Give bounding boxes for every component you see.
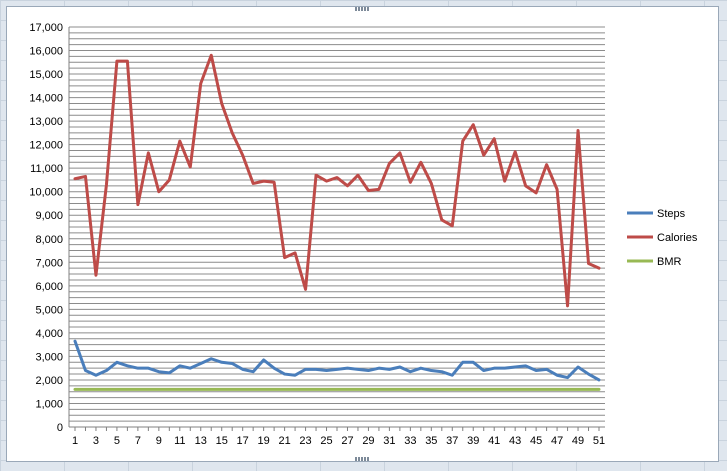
chart-frame[interactable]: 0 1,000 2,000 3,000 4,000 5,000 6,000 7,000 8,00… xyxy=(6,6,719,462)
series-line-calories xyxy=(73,53,601,308)
y-tick-label: 10,000 xyxy=(29,187,63,199)
y-tick-label: 7,000 xyxy=(35,257,63,269)
x-tick-label: 35 xyxy=(425,435,437,447)
x-tick-label: 7 xyxy=(135,435,141,447)
x-tick-label: 29 xyxy=(362,435,374,447)
x-tick-label: 13 xyxy=(195,435,207,447)
x-tick-label: 37 xyxy=(446,435,458,447)
x-tick-label: 19 xyxy=(258,435,270,447)
y-tick-label: 4,000 xyxy=(35,328,63,340)
y-tick-label: 15,000 xyxy=(29,69,63,81)
x-tick-label: 9 xyxy=(156,435,162,447)
x-tick-label: 31 xyxy=(383,435,395,447)
x-tick-label: 43 xyxy=(509,435,521,447)
legend: Steps Calories BMR xyxy=(627,208,698,268)
y-tick-label: 1,000 xyxy=(35,398,63,410)
legend-label-steps: Steps xyxy=(657,208,686,220)
resize-handle-bottom[interactable] xyxy=(355,457,369,461)
y-tick-label: 9,000 xyxy=(35,210,63,222)
line-chart: 0 1,000 2,000 3,000 4,000 5,000 6,000 7,000 8,00… xyxy=(29,22,698,447)
x-tick-label: 21 xyxy=(278,435,290,447)
x-tick-label: 49 xyxy=(572,435,584,447)
series-line-steps xyxy=(73,339,601,382)
y-tick-labels: 0 1,000 2,000 3,000 4,000 5,000 6,000 7,000 8,00… xyxy=(29,22,63,434)
x-tick-label: 1 xyxy=(72,435,78,447)
y-tick-label: 17,000 xyxy=(29,22,63,34)
y-tick-label: 3,000 xyxy=(35,351,63,363)
resize-handle-top[interactable] xyxy=(355,7,369,11)
x-tick-labels: 1 3 5 7 9 11 13 15 17 19 21 23 25 27 29 31 33 35 37 39 41 43 4… xyxy=(72,427,605,447)
series-lines xyxy=(73,53,601,391)
x-tick-label: 27 xyxy=(341,435,353,447)
x-tick-label: 33 xyxy=(404,435,416,447)
legend-label-calories: Calories xyxy=(657,232,698,244)
x-tick-label: 47 xyxy=(551,435,563,447)
x-tick-label: 17 xyxy=(237,435,249,447)
x-tick-label: 3 xyxy=(93,435,99,447)
x-tick-label: 23 xyxy=(299,435,311,447)
y-tick-label: 13,000 xyxy=(29,116,63,128)
x-tick-label: 25 xyxy=(320,435,332,447)
x-tick-label: 11 xyxy=(174,435,185,447)
y-tick-label: 0 xyxy=(57,422,63,434)
y-tick-label: 14,000 xyxy=(29,93,63,105)
y-tick-label: 5,000 xyxy=(35,304,63,316)
x-tick-label: 41 xyxy=(488,435,500,447)
y-tick-label: 16,000 xyxy=(29,46,63,58)
y-tick-label: 6,000 xyxy=(35,281,63,293)
x-tick-label: 45 xyxy=(530,435,542,447)
x-tick-label: 51 xyxy=(593,435,605,447)
x-tick-label: 15 xyxy=(216,435,228,447)
y-tick-label: 8,000 xyxy=(35,234,63,246)
x-tick-label: 39 xyxy=(467,435,479,447)
legend-label-bmr: BMR xyxy=(657,256,682,268)
y-tick-label: 12,000 xyxy=(29,140,63,152)
x-tick-label: 5 xyxy=(114,435,120,447)
y-tick-label: 2,000 xyxy=(35,375,63,387)
y-tick-label: 11,000 xyxy=(30,163,63,175)
